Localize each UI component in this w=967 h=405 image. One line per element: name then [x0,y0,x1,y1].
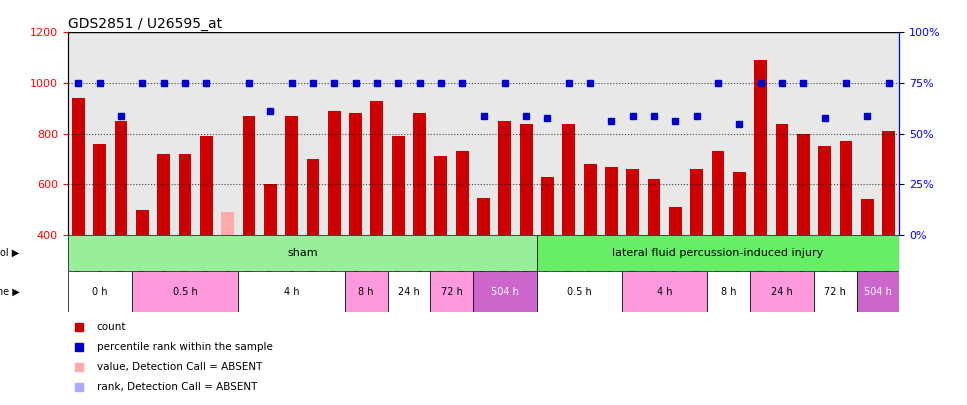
FancyBboxPatch shape [814,271,857,312]
Text: value, Detection Call = ABSENT: value, Detection Call = ABSENT [97,362,262,372]
Bar [861,199,874,235]
Bar [584,164,597,235]
Bar [648,179,660,235]
Bar [669,207,682,235]
Bar [882,131,895,235]
Bar [542,177,554,235]
Text: lateral fluid percussion-induced injury: lateral fluid percussion-induced injury [612,248,824,258]
FancyBboxPatch shape [132,271,238,312]
Text: time ▶: time ▶ [0,287,19,296]
Bar [818,146,831,235]
Text: GDS2851 / U26595_at: GDS2851 / U26595_at [68,17,221,31]
Bar [328,111,340,235]
Bar [179,154,191,235]
Text: count: count [97,322,127,332]
Bar [498,121,512,235]
Bar [307,159,319,235]
Bar [733,172,746,235]
FancyBboxPatch shape [68,271,132,312]
Bar [285,116,298,235]
Bar [519,124,533,235]
Bar [136,210,149,235]
Bar [72,98,85,235]
Text: 72 h: 72 h [441,287,462,296]
Text: 24 h: 24 h [771,287,793,296]
Text: rank, Detection Call = ABSENT: rank, Detection Call = ABSENT [97,382,257,392]
FancyBboxPatch shape [238,271,345,312]
Bar [349,113,362,235]
Bar [754,60,767,235]
Bar [200,136,213,235]
Bar [712,151,724,235]
Bar [690,169,703,235]
Bar [797,134,809,235]
Text: 0.5 h: 0.5 h [567,287,592,296]
Bar [221,212,234,235]
Text: 504 h: 504 h [864,287,892,296]
Bar [115,121,128,235]
FancyBboxPatch shape [473,271,537,312]
Bar [243,116,255,235]
Bar [434,156,448,235]
Bar [158,154,170,235]
FancyBboxPatch shape [388,271,430,312]
FancyBboxPatch shape [430,271,473,312]
Text: protocol ▶: protocol ▶ [0,248,19,258]
Bar [605,166,618,235]
Text: 8 h: 8 h [359,287,374,296]
Bar [264,184,277,235]
Bar [839,141,852,235]
FancyBboxPatch shape [750,271,814,312]
FancyBboxPatch shape [345,271,388,312]
Bar [627,169,639,235]
Text: percentile rank within the sample: percentile rank within the sample [97,342,273,352]
Text: 72 h: 72 h [825,287,846,296]
Bar [455,151,469,235]
Bar [776,124,788,235]
Bar [370,101,383,235]
Text: 4 h: 4 h [284,287,300,296]
FancyBboxPatch shape [857,271,899,312]
FancyBboxPatch shape [708,271,750,312]
FancyBboxPatch shape [622,271,708,312]
FancyBboxPatch shape [68,235,537,271]
Text: 24 h: 24 h [398,287,420,296]
Bar [413,113,425,235]
Text: 0 h: 0 h [92,287,107,296]
Text: 4 h: 4 h [657,287,672,296]
FancyBboxPatch shape [537,235,899,271]
Bar [93,144,106,235]
Bar [477,198,490,235]
Text: 504 h: 504 h [491,287,518,296]
Bar [563,124,575,235]
FancyBboxPatch shape [537,271,622,312]
Text: 0.5 h: 0.5 h [172,287,197,296]
Bar [392,136,404,235]
Text: 8 h: 8 h [721,287,737,296]
Text: sham: sham [287,248,317,258]
